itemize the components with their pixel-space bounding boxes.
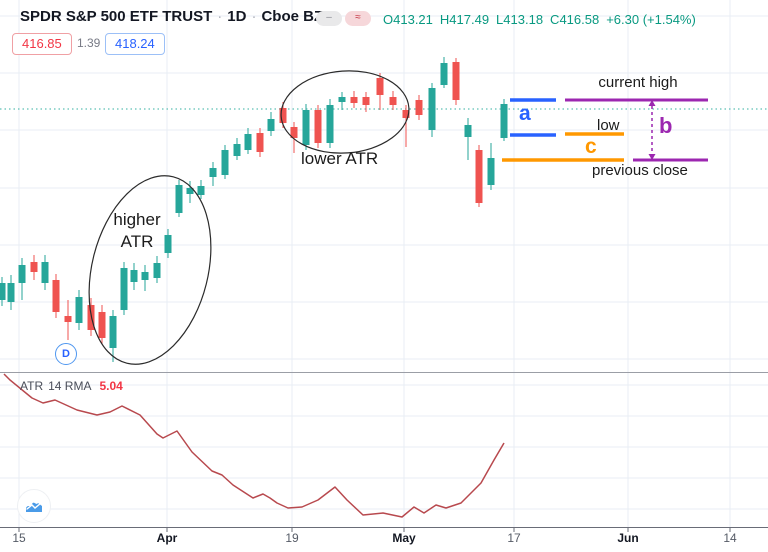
timeframe-button[interactable]: 1D: [227, 8, 247, 25]
candle-body: [141, 272, 149, 280]
candle-body: [233, 144, 241, 156]
candle-body: [362, 97, 370, 105]
x-axis-label: 15: [12, 531, 26, 545]
candle-body: [389, 97, 397, 105]
candle-body: [109, 316, 117, 348]
change-value: +6.30 (+1.54%): [606, 12, 696, 27]
tradingview-logo-icon[interactable]: [17, 489, 51, 523]
higher-atr-line1: higher: [113, 210, 161, 229]
buy-price-button[interactable]: 418.24: [105, 33, 165, 55]
candle-body: [41, 262, 49, 283]
candle-body: [209, 168, 217, 177]
candle-body: [244, 134, 252, 150]
higher-atr-line2: ATR: [120, 232, 154, 251]
candle-body: [290, 127, 298, 138]
candle-body: [376, 78, 384, 95]
candle-body: [500, 104, 508, 138]
letter-c-label[interactable]: c: [585, 135, 597, 158]
candle-body: [64, 316, 72, 322]
candle-body: [402, 110, 410, 118]
symbol-title[interactable]: SPDR S&P 500 ETF TRUST: [20, 8, 213, 25]
candle-body: [164, 235, 172, 253]
candle-body: [452, 62, 460, 100]
area-chart-glyph: [26, 502, 42, 512]
candle-body: [221, 150, 229, 175]
separator-dot: ·: [217, 8, 223, 25]
symbol-header: SPDR S&P 500 ETF TRUST · 1D · Cboe BZX: [20, 8, 333, 25]
atr-indicator-legend[interactable]: ATR 14 RMA 5.04: [20, 379, 123, 393]
candle-body: [464, 125, 472, 137]
candle-body: [197, 186, 205, 195]
higher-atr-ellipse[interactable]: [70, 163, 229, 377]
candle-body: [350, 97, 358, 103]
higher-atr-label[interactable]: higher ATR: [98, 209, 176, 253]
indicator-value: 5.04: [99, 379, 123, 393]
sell-price-button[interactable]: 416.85: [12, 33, 72, 55]
x-axis-label: 14: [723, 531, 737, 545]
candle-body: [326, 105, 334, 143]
low-value: 413.18: [503, 12, 544, 27]
candle-body: [186, 188, 194, 194]
candle-body: [302, 110, 310, 145]
x-axis-label: 19: [285, 531, 299, 545]
candle-body: [175, 185, 183, 213]
letter-a-label[interactable]: a: [519, 102, 531, 125]
minimize-pill-icon[interactable]: –: [316, 11, 342, 26]
close-label: C: [550, 12, 560, 27]
ohlc-row: O413.21 H417.49 L413.18 C416.58 +6.30 (+1.54…: [383, 12, 696, 27]
candle-body: [7, 283, 15, 302]
candle-body: [153, 263, 161, 278]
time-axis[interactable]: 15 Apr 19 May 17 Jun 14: [0, 531, 768, 551]
candle-body: [267, 119, 275, 131]
candle-body: [30, 262, 38, 272]
candle-body: [440, 63, 448, 85]
candle-body: [98, 312, 106, 338]
candle-body: [279, 108, 287, 123]
current-high-label[interactable]: current high: [598, 74, 678, 91]
x-axis-label: May: [392, 531, 416, 545]
x-axis-label: Apr: [156, 531, 178, 545]
open-label: O: [383, 12, 394, 27]
candle-body: [415, 100, 423, 115]
indicator-settings: 14 RMA: [48, 379, 92, 393]
high-value: 417.49: [449, 12, 490, 27]
candle-body: [428, 88, 436, 130]
lower-atr-ellipse[interactable]: [278, 67, 411, 158]
candle-body: [130, 270, 138, 282]
candle-body: [120, 268, 128, 310]
candle-body: [0, 283, 6, 300]
spread-value: 1.39: [77, 36, 101, 50]
candle-body: [75, 297, 83, 323]
dividend-marker[interactable]: D: [55, 343, 77, 365]
candle-body: [52, 280, 60, 312]
open-value: 413.21: [393, 12, 433, 27]
atr-line: [3, 373, 505, 518]
candle-body: [314, 110, 322, 143]
separator-dot: ·: [251, 8, 257, 25]
arrow-head-up: [648, 100, 656, 106]
indicator-name: ATR: [20, 379, 44, 393]
wave-pill-icon[interactable]: ≈: [345, 11, 371, 26]
candle-body: [256, 133, 264, 152]
arrow-head-down: [648, 154, 656, 160]
letter-b-label[interactable]: b: [659, 113, 673, 138]
x-axis-label: Jun: [617, 531, 639, 545]
candle-body: [487, 158, 495, 185]
x-axis-label: 17: [507, 531, 521, 545]
lower-atr-label[interactable]: lower ATR: [301, 149, 379, 168]
low-label[interactable]: low: [597, 117, 620, 134]
low-label: L: [496, 12, 504, 27]
candle-body: [338, 97, 346, 102]
close-value: 416.58: [559, 12, 600, 27]
candle-body: [18, 265, 26, 283]
exchange-label[interactable]: Cboe BZX: [261, 8, 334, 25]
previous-close-label[interactable]: previous close: [592, 162, 688, 179]
high-label: H: [439, 12, 450, 27]
candle-body: [475, 150, 483, 203]
